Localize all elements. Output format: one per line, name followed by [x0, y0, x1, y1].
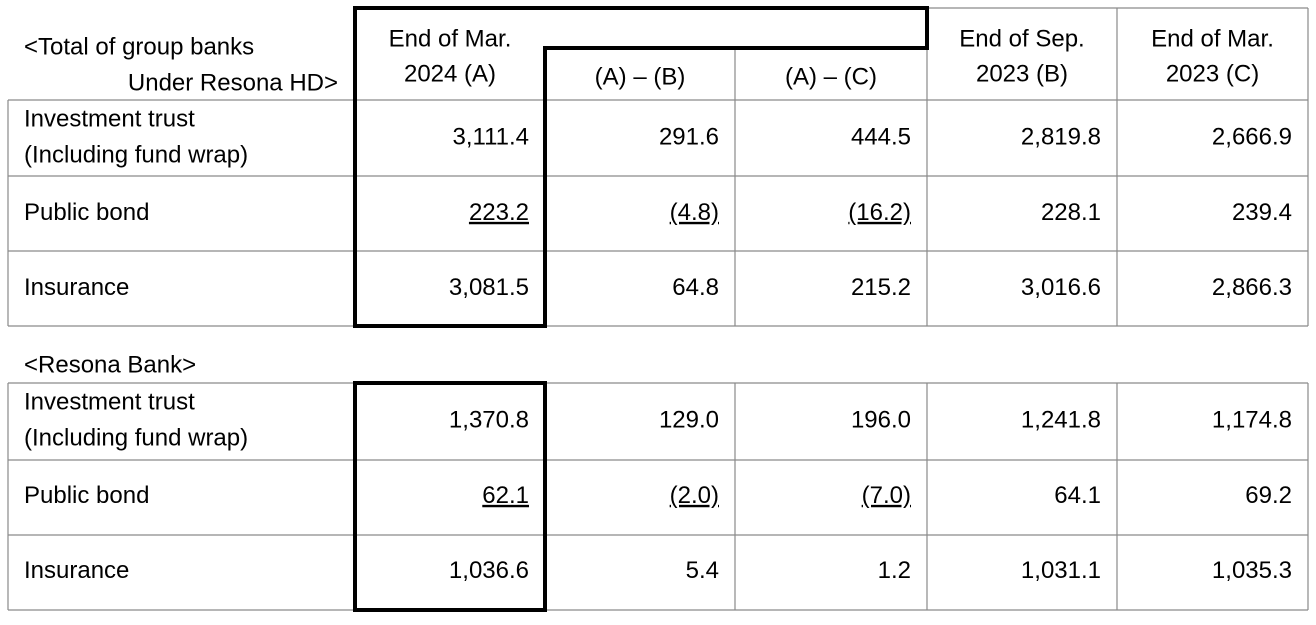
- cell-value: 239.4: [1232, 199, 1292, 226]
- cell-value: 1,241.8: [1021, 406, 1101, 433]
- row-label: Investment trust: [24, 105, 195, 132]
- row-label: Investment trust: [24, 388, 195, 415]
- cell-value: 444.5: [851, 123, 911, 150]
- row-label: (Including fund wrap): [24, 424, 248, 451]
- cell-value: 3,111.4: [452, 123, 529, 150]
- column-header: (A) – (C): [785, 63, 877, 90]
- header-title: <Total of group banks: [24, 33, 254, 60]
- cell-value: 228.1: [1041, 199, 1101, 226]
- cell-value: 1,035.3: [1212, 557, 1292, 584]
- header-title: Under Resona HD>: [128, 69, 338, 96]
- cell-value: 1,370.8: [449, 406, 529, 433]
- column-header: End of Mar.: [389, 25, 512, 52]
- cell-value: (16.2): [848, 199, 911, 226]
- row-label: Public bond: [24, 482, 149, 509]
- table-title: <Resona Bank>: [24, 351, 196, 378]
- cell-value: (4.8): [670, 199, 719, 226]
- cell-value: 1.2: [878, 557, 911, 584]
- row-label: Insurance: [24, 557, 129, 584]
- cell-value: 215.2: [851, 274, 911, 301]
- cell-value: 62.1: [482, 482, 529, 509]
- cell-value: 2,819.8: [1021, 123, 1101, 150]
- row-label: (Including fund wrap): [24, 141, 248, 168]
- row-label: Public bond: [24, 199, 149, 226]
- cell-value: 64.1: [1054, 482, 1101, 509]
- cell-value: 3,016.6: [1021, 274, 1101, 301]
- row-label: Insurance: [24, 274, 129, 301]
- column-header: (A) – (B): [595, 63, 686, 90]
- cell-value: 1,031.1: [1021, 557, 1101, 584]
- column-header: 2023 (C): [1166, 60, 1259, 87]
- cell-value: 223.2: [469, 199, 529, 226]
- cell-value: 1,174.8: [1212, 406, 1292, 433]
- column-header: End of Mar.: [1151, 25, 1274, 52]
- cell-value: 129.0: [659, 406, 719, 433]
- grid: [7, 6, 1309, 612]
- column-header: 2024 (A): [404, 60, 496, 87]
- cell-value: 1,036.6: [449, 557, 529, 584]
- cell-value: 5.4: [686, 557, 719, 584]
- cell-value: 64.8: [672, 274, 719, 301]
- column-header: End of Sep.: [959, 25, 1084, 52]
- cell-value: (2.0): [670, 482, 719, 509]
- column-header: 2023 (B): [976, 60, 1068, 87]
- cell-value: 2,866.3: [1212, 274, 1292, 301]
- cell-value: 291.6: [659, 123, 719, 150]
- cell-value: 2,666.9: [1212, 123, 1292, 150]
- cell-value: 196.0: [851, 406, 911, 433]
- cell-value: 69.2: [1245, 482, 1292, 509]
- cell-value: (7.0): [862, 482, 911, 509]
- cell-value: 3,081.5: [449, 274, 529, 301]
